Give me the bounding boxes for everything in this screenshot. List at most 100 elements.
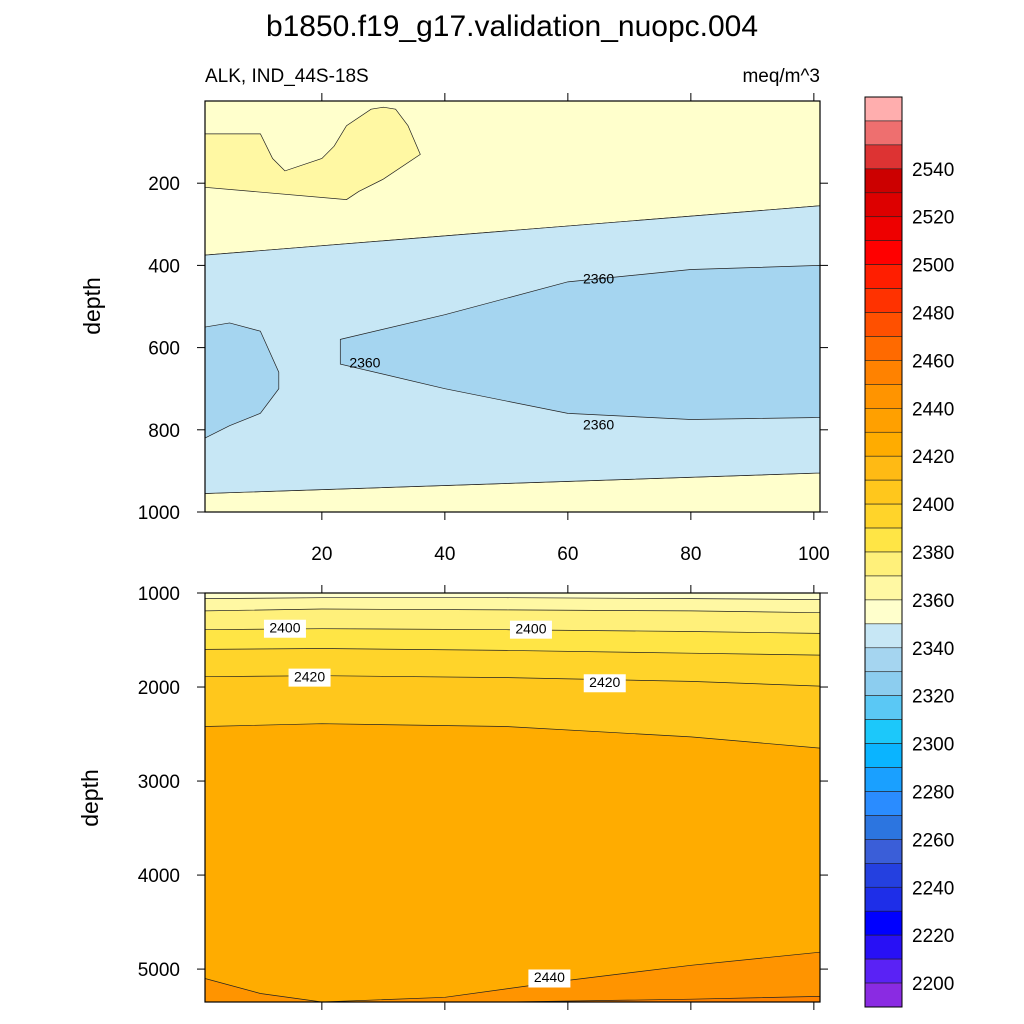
colorbar-frame	[864, 96, 903, 1008]
lower-isoline	[204, 675, 821, 687]
colorbar-swatch	[864, 192, 903, 218]
upper-panel: 2360 2360 2360 20 40 60 80 100 200 400 600 800 1000	[138, 93, 830, 565]
lower-band-fill	[205, 952, 820, 1002]
colorbar-swatch	[864, 455, 903, 481]
colorbar-label: 2520	[912, 208, 954, 229]
colorbar-swatch	[864, 623, 903, 649]
lower-y-tick-label: 4000	[138, 866, 180, 887]
colorbar-swatch	[864, 431, 903, 457]
colorbar-swatch	[864, 647, 903, 673]
colorbar-swatch	[864, 934, 903, 960]
right-subtitle: meq/m^3	[742, 66, 820, 87]
lower-contour-label-bg	[263, 619, 306, 638]
lower-isoline	[204, 951, 821, 1003]
colorbar-swatch	[864, 767, 903, 792]
colorbar-label: 2500	[912, 256, 954, 277]
colorbar-swatch	[864, 408, 903, 433]
colorbar-swatch	[864, 312, 903, 337]
upper-contour-label: 2360	[583, 416, 614, 432]
lower-contour-label: 2400	[515, 620, 546, 636]
upper-x-tick-label: 100	[798, 544, 830, 565]
colorbar-swatch	[864, 336, 903, 361]
lower-contour-label-bg	[583, 674, 626, 693]
lower-isoline	[204, 723, 821, 749]
colorbar-swatch	[864, 671, 903, 696]
upper-y-axis-label: depth	[79, 277, 105, 335]
upper-contour-label: 2360	[349, 355, 380, 371]
colorbar-label: 2380	[912, 543, 954, 564]
upper-x-tick-label: 60	[557, 544, 578, 565]
colorbar-label: 2340	[912, 639, 954, 660]
lower-y-tick-label: 5000	[138, 960, 180, 981]
upper-x-tick-label: 80	[680, 544, 701, 565]
upper-west-2350	[204, 322, 280, 439]
upper-y-tick-label: 400	[148, 256, 180, 277]
colorbar-swatch	[864, 384, 903, 409]
lower-contour-label-bg	[509, 620, 552, 639]
colorbar-label: 2300	[912, 735, 954, 756]
colorbar-label: 2220	[912, 926, 954, 947]
lower-isoline	[204, 608, 821, 614]
upper-x-tick-label: 20	[311, 544, 332, 565]
colorbar-label: 2240	[912, 878, 954, 899]
colorbar-swatch	[864, 719, 903, 744]
colorbar-swatch	[864, 839, 903, 864]
colorbar-swatch	[864, 791, 903, 816]
colorbar: 2200 2220 2240 2260 2280 2300 2320 2340 2360 2380…	[864, 96, 954, 1008]
lower-isoline	[204, 597, 821, 600]
colorbar-swatch	[864, 120, 903, 146]
colorbar-label: 2400	[912, 495, 954, 516]
colorbar-swatch	[864, 958, 903, 984]
upper-y-tick-label: 1000	[138, 503, 180, 524]
colorbar-label: 2200	[912, 974, 954, 995]
upper-y-tick-label: 200	[148, 174, 180, 195]
colorbar-label: 2480	[912, 304, 954, 325]
upper-y-tick-label: 600	[148, 339, 180, 360]
colorbar-swatch	[864, 216, 903, 241]
colorbar-label: 2440	[912, 399, 954, 420]
colorbar-swatch	[864, 743, 903, 768]
colorbar-swatch	[864, 527, 903, 553]
colorbar-swatch	[864, 240, 903, 265]
lower-band-fill	[205, 723, 820, 1002]
lower-y-axis-label: depth	[77, 769, 103, 827]
colorbar-label: 2260	[912, 830, 954, 851]
lower-frame	[204, 592, 821, 1003]
lower-y-tick-label: 2000	[138, 678, 180, 699]
colorbar-swatch	[864, 96, 903, 122]
colorbar-swatch	[864, 144, 903, 170]
lower-contour-label: 2440	[534, 969, 565, 985]
lower-contour-label: 2420	[589, 674, 620, 690]
upper-frame	[204, 100, 821, 513]
colorbar-swatch	[864, 886, 903, 912]
colorbar-label: 2280	[912, 782, 954, 803]
lower-panel: 2400 2400 2420 2420 2440 1000 2000 3000 4000 5000	[138, 584, 828, 1010]
colorbar-swatch	[864, 815, 903, 840]
colorbar-swatch	[864, 910, 903, 936]
lower-contour-label-bg	[288, 668, 331, 687]
lower-contour-label: 2420	[294, 668, 325, 684]
colorbar-swatch	[864, 360, 903, 385]
lower-contour-label-bg	[528, 969, 571, 988]
left-subtitle: ALK, IND_44S-18S	[205, 66, 369, 87]
lower-y-tick-label: 3000	[138, 772, 180, 793]
colorbar-label: 2420	[912, 447, 954, 468]
lower-isoline	[204, 648, 821, 656]
colorbar-swatch	[864, 551, 903, 577]
colorbar-swatch	[864, 288, 903, 313]
colorbar-swatch	[864, 503, 903, 529]
colorbar-swatch	[864, 599, 903, 625]
colorbar-swatch	[864, 168, 903, 194]
colorbar-swatch	[864, 695, 903, 720]
upper-contour-label: 2360	[583, 270, 614, 286]
upper-region-0	[204, 106, 421, 200]
lower-contour-label: 2400	[269, 619, 300, 635]
colorbar-swatch	[864, 575, 903, 601]
colorbar-swatch	[864, 264, 903, 289]
colorbar-swatch	[864, 863, 903, 888]
colorbar-swatch	[864, 982, 903, 1008]
colorbar-label: 2360	[912, 591, 954, 612]
upper-x-tick-label: 40	[434, 544, 455, 565]
chart-title: b1850.f19_g17.validation_nuopc.004	[266, 10, 758, 43]
